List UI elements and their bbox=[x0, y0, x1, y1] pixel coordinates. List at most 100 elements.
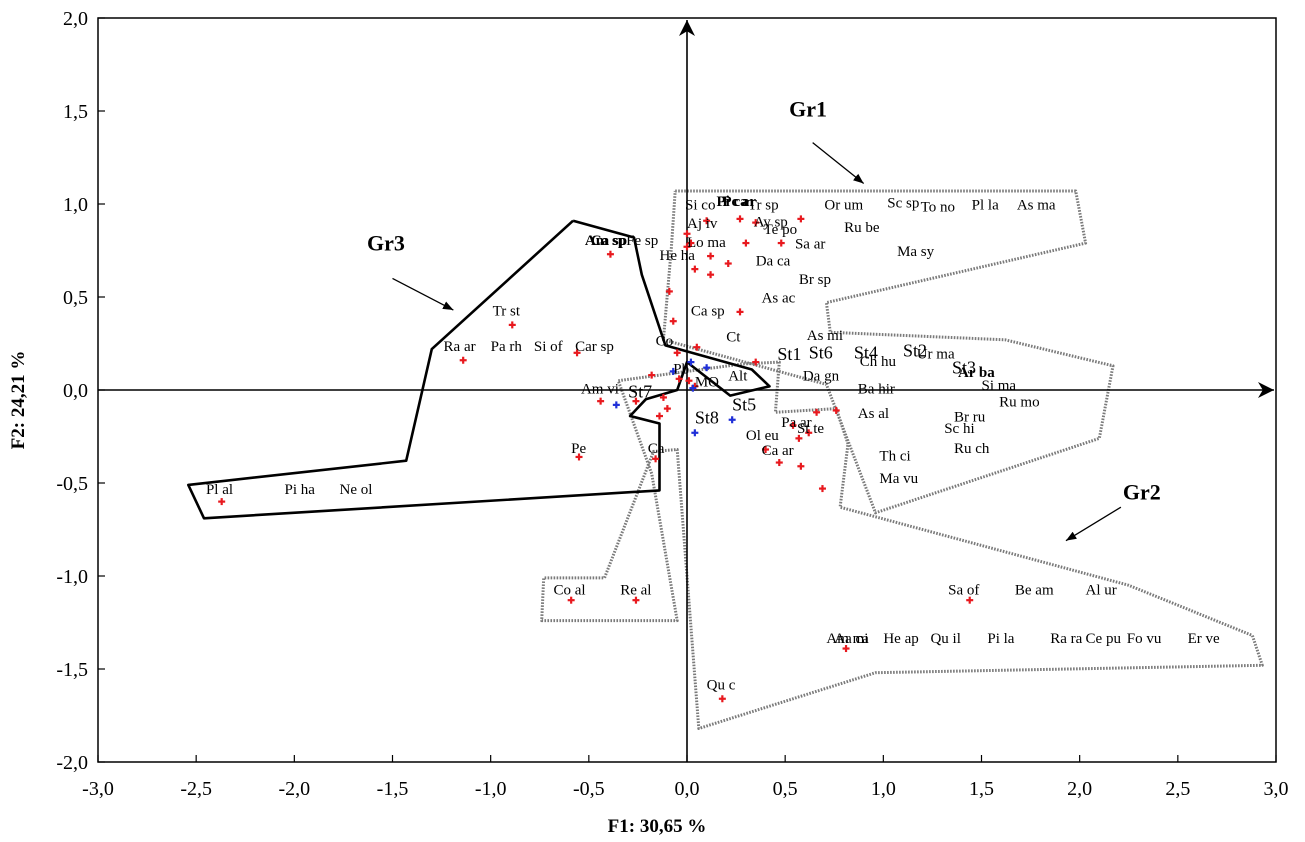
station-label: St2 bbox=[903, 341, 927, 361]
species-label: He ap bbox=[883, 631, 918, 647]
species-label: Ru be bbox=[844, 220, 880, 236]
species-label: Ma vu bbox=[879, 471, 918, 487]
species-point bbox=[813, 408, 821, 416]
species-point bbox=[795, 434, 803, 442]
species-label: Or um bbox=[824, 198, 863, 214]
species-point bbox=[775, 459, 783, 467]
species-label: Ca ar bbox=[762, 443, 794, 459]
station-point bbox=[703, 364, 711, 372]
x-axis-title: F1: 30,65 % bbox=[608, 816, 707, 837]
species-label: Ce pu bbox=[1086, 631, 1122, 647]
station-label: St3 bbox=[952, 357, 976, 377]
species-label: Lo ma bbox=[687, 235, 726, 251]
group-arrow-gr3 bbox=[392, 277, 454, 311]
species-label: Ra ar bbox=[444, 339, 476, 355]
species-label: Pl al bbox=[206, 482, 233, 498]
species-point bbox=[665, 287, 673, 295]
species-label: Ct bbox=[726, 330, 741, 346]
species-point bbox=[663, 405, 671, 413]
species-label: Alt bbox=[728, 369, 748, 385]
species-label: Qu il bbox=[930, 631, 960, 647]
species-label: Car sp bbox=[575, 339, 614, 355]
species-point bbox=[685, 377, 693, 385]
x-tick-label: -0,5 bbox=[573, 778, 605, 800]
species-label: Qu c bbox=[707, 677, 736, 693]
x-tick-label: 2,5 bbox=[1165, 778, 1190, 800]
group-arrow-gr1 bbox=[812, 142, 865, 185]
x-tick-label: 1,0 bbox=[871, 778, 896, 800]
species-point bbox=[707, 271, 715, 279]
x-tick-label: 0,0 bbox=[675, 778, 700, 800]
group-label-gr1: Gr1 bbox=[789, 97, 827, 122]
species-label: As ac bbox=[762, 291, 796, 307]
species-point bbox=[656, 412, 664, 420]
species-label: Re al bbox=[620, 583, 651, 599]
species-point bbox=[459, 356, 467, 364]
species-label: Si ma bbox=[982, 378, 1017, 394]
station-label: St5 bbox=[732, 394, 756, 414]
station-point bbox=[669, 367, 677, 375]
species-point bbox=[832, 406, 840, 414]
y-tick-label: 0,5 bbox=[63, 287, 88, 309]
x-tick-label: -3,0 bbox=[82, 778, 114, 800]
station-point bbox=[689, 384, 697, 392]
species-point bbox=[659, 393, 667, 401]
species-point bbox=[675, 375, 683, 383]
species-point bbox=[632, 596, 640, 604]
species-label: As mi bbox=[807, 328, 843, 344]
species-point bbox=[508, 321, 516, 329]
species-label: Ma sy bbox=[897, 244, 935, 260]
species-label: Da ca bbox=[756, 253, 791, 269]
species-point bbox=[575, 453, 583, 461]
species-label: Ol eu bbox=[746, 428, 779, 444]
species-point bbox=[691, 265, 699, 273]
species-label: Pa ar bbox=[781, 415, 811, 431]
species-point bbox=[606, 250, 614, 258]
species-label: Co al bbox=[553, 583, 585, 599]
species-label: Br ru bbox=[954, 410, 986, 426]
species-label: Sa ar bbox=[795, 237, 825, 253]
group-outline-gr2 bbox=[540, 360, 1264, 730]
group-outlines bbox=[187, 189, 1264, 730]
station-label: St6 bbox=[809, 342, 833, 362]
species-point bbox=[669, 317, 677, 325]
station-point bbox=[691, 429, 699, 437]
group-label-gr2: Gr2 bbox=[1123, 480, 1161, 505]
species-label: Th ci bbox=[879, 449, 910, 465]
y-tick-label: -0,5 bbox=[56, 473, 88, 495]
species-label: Ba hir bbox=[858, 382, 895, 398]
tick-labels: -3,0 -2,5 -2,0 -1,5 -1,0 -0,5 0,0 0,5 1,0 1,5 2,0 2… bbox=[56, 8, 1288, 800]
x-tick-label: -1,0 bbox=[475, 778, 507, 800]
species-label: Sc hi bbox=[944, 421, 974, 437]
x-tick-label: -2,5 bbox=[180, 778, 212, 800]
species-label: Tr st bbox=[493, 304, 521, 320]
species-point bbox=[777, 239, 785, 247]
species-label: Aa ca bbox=[834, 631, 869, 647]
station-point bbox=[612, 401, 620, 409]
species-label: Pb bbox=[673, 361, 689, 377]
species-point bbox=[742, 239, 750, 247]
species-point bbox=[652, 455, 660, 463]
species-point bbox=[736, 308, 744, 316]
species-label: MO bbox=[695, 374, 719, 390]
station-label: St4 bbox=[854, 342, 878, 362]
species-label: Al ur bbox=[1086, 583, 1117, 599]
species-point bbox=[648, 371, 656, 379]
species-label: As ma bbox=[1017, 198, 1056, 214]
station-point bbox=[687, 358, 695, 366]
species-label: Ch hu bbox=[860, 354, 897, 370]
species-point bbox=[752, 358, 760, 366]
species-label: Te po bbox=[764, 222, 798, 238]
species-label: Pe bbox=[571, 441, 586, 457]
species-point bbox=[752, 219, 760, 227]
species-label: Am mi bbox=[826, 631, 868, 647]
species-point bbox=[718, 695, 726, 703]
species-label: Am vi bbox=[581, 382, 619, 398]
y-axis-title: F2: 24,21 % bbox=[8, 351, 29, 450]
species-point bbox=[707, 252, 715, 260]
species-label: Pi la bbox=[987, 631, 1014, 647]
y-tick-label: 1,5 bbox=[63, 101, 88, 123]
species-point bbox=[736, 215, 744, 223]
